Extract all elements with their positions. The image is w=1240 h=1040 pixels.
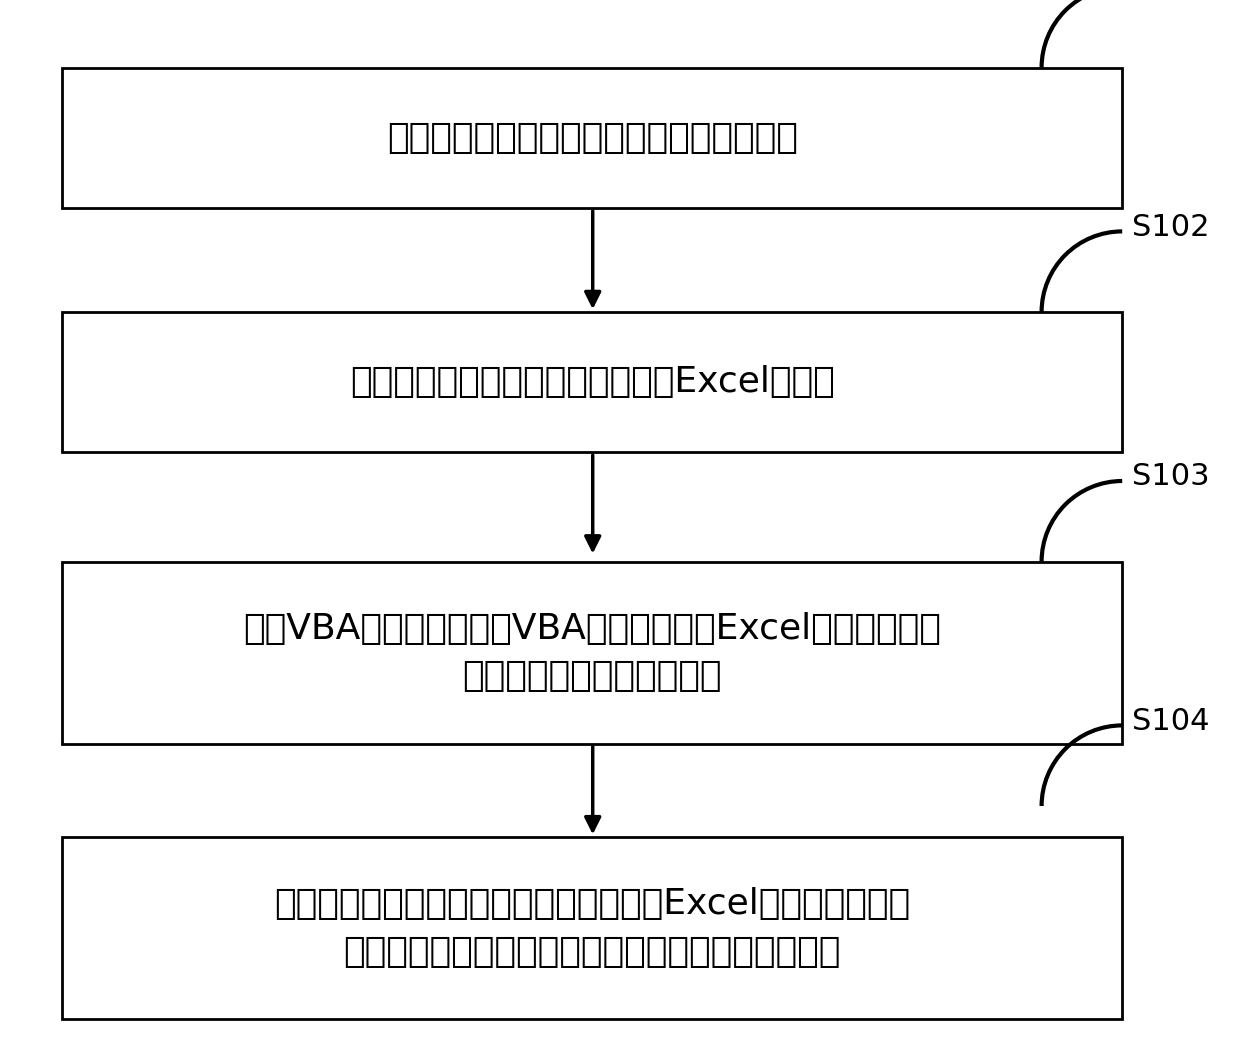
Text: S104: S104 bbox=[1132, 707, 1209, 736]
Text: 将预处理后的所述样本数据导出至Excel文档中: 将预处理后的所述样本数据导出至Excel文档中 bbox=[350, 365, 835, 399]
Text: 生成VBA任务，执行所述VBA任务，对所述Excel文档中的样本
数据进行单调性校验及调整: 生成VBA任务，执行所述VBA任务，对所述Excel文档中的样本 数据进行单调性… bbox=[243, 612, 941, 694]
Text: 获取样本数据，对所述样本数据进行预处理: 获取样本数据，对所述样本数据进行预处理 bbox=[387, 121, 797, 155]
Text: S103: S103 bbox=[1132, 463, 1209, 492]
Bar bbox=[62, 312, 1122, 452]
Text: S102: S102 bbox=[1132, 213, 1209, 242]
Text: 将单调性校验及调整后的样本数据从所述Excel文档导入至数据
库中，并作为训练集以训练目标变量的逻辑回归模型: 将单调性校验及调整后的样本数据从所述Excel文档导入至数据 库中，并作为训练集… bbox=[274, 887, 910, 969]
Bar bbox=[62, 68, 1122, 208]
Bar bbox=[62, 837, 1122, 1019]
Bar bbox=[62, 562, 1122, 744]
